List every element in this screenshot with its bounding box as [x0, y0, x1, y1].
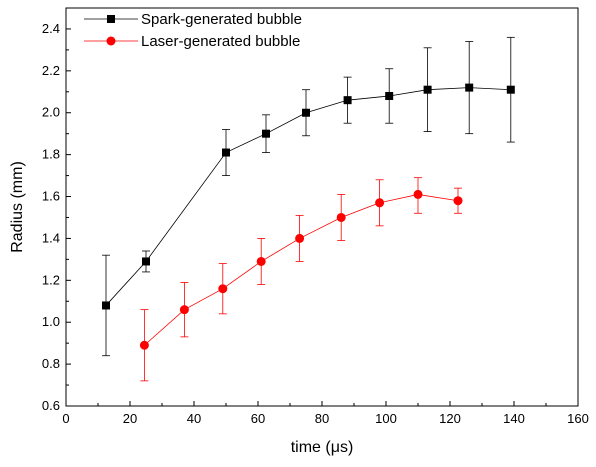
legend-item-spark: Spark-generated bubble [84, 11, 302, 28]
data-point [102, 301, 110, 310]
axes: 0 20 40 60 80 100 120 140 160 0.6 0.8 1.0 1.2 1.4 1.6 1… [42, 7, 589, 426]
y-tick-label: 1.6 [42, 189, 60, 204]
data-point [453, 196, 463, 206]
data-point [465, 83, 474, 92]
x-tick-label: 160 [567, 411, 589, 426]
legend-marker [107, 15, 115, 23]
x-tick-label: 100 [375, 411, 397, 426]
y-tick-label: 2.4 [42, 21, 60, 36]
legend-marker [106, 36, 116, 46]
data-point [295, 233, 305, 243]
series-layer [102, 36, 515, 382]
data-point [218, 284, 228, 294]
y-tick-label: 1.8 [42, 147, 60, 162]
x-tick-label: 40 [187, 411, 201, 426]
x-tick-label: 0 [62, 411, 69, 426]
legend: Spark-generated bubble Laser-generated bu… [84, 11, 302, 50]
data-point [256, 256, 266, 266]
y-tick-label: 1.0 [42, 314, 60, 329]
series-laser [139, 177, 463, 382]
y-tick-label: 0.6 [42, 398, 60, 413]
y-tick-label: 0.8 [42, 356, 60, 371]
series-line [144, 194, 459, 346]
data-point [375, 198, 385, 208]
x-tick-label: 80 [315, 411, 329, 426]
data-point [179, 305, 189, 315]
legend-label: Laser-generated bubble [141, 33, 300, 50]
data-point [139, 340, 149, 350]
x-tick-label: 120 [439, 411, 461, 426]
y-tick-label: 1.4 [42, 230, 60, 245]
x-tick-label: 60 [251, 411, 265, 426]
x-axis-title: time (μs) [291, 439, 354, 456]
y-tick-label: 2.0 [42, 105, 60, 120]
legend-label: Spark-generated bubble [141, 11, 302, 28]
series-line [105, 87, 511, 306]
data-point [413, 189, 423, 199]
y-tick-label: 2.2 [42, 63, 60, 78]
data-point [222, 148, 230, 157]
data-point [142, 257, 150, 266]
data-point [302, 108, 310, 117]
y-axis-title: Radius (mm) [9, 161, 26, 253]
series-spark [102, 36, 515, 357]
data-point [343, 96, 352, 105]
data-point [385, 91, 394, 100]
data-point [506, 85, 515, 94]
legend-item-laser: Laser-generated bubble [84, 33, 300, 50]
x-tick-label: 20 [123, 411, 137, 426]
y-tick-label: 1.2 [42, 272, 60, 287]
data-point [336, 212, 346, 222]
x-tick-label: 140 [503, 411, 525, 426]
data-point [262, 129, 270, 138]
data-point [423, 85, 432, 94]
